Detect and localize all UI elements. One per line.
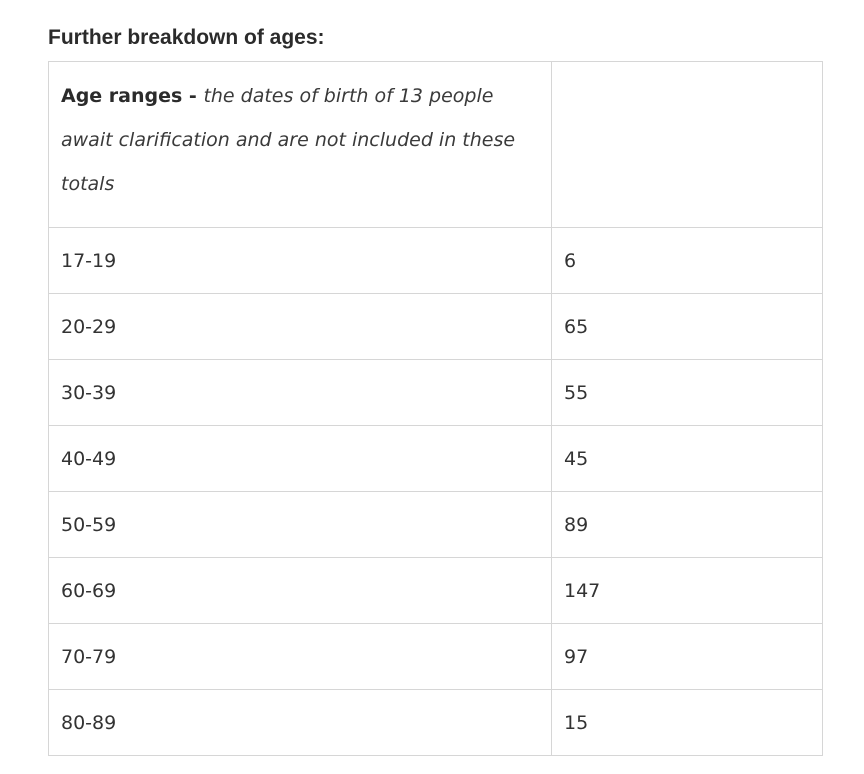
table-row: 50-59 89 [48, 491, 823, 558]
count-cell: 65 [551, 293, 823, 360]
count-cell: 6 [551, 227, 823, 294]
age-range-cell: 70-79 [48, 623, 552, 690]
header-note-text: the dates of birth of 13 people await cl… [61, 85, 516, 195]
table-row: 80-89 15 [48, 689, 823, 756]
table-row: 30-39 55 [48, 359, 823, 426]
table-header-row: Age ranges - the dates of birth of 13 pe… [48, 61, 823, 228]
count-cell: 15 [551, 689, 823, 756]
count-cell: 45 [551, 425, 823, 492]
header-cell-age-ranges: Age ranges - the dates of birth of 13 pe… [48, 61, 552, 228]
age-range-cell: 60-69 [48, 557, 552, 624]
count-cell: 147 [551, 557, 823, 624]
table-row: 40-49 45 [48, 425, 823, 492]
age-range-cell: 17-19 [48, 227, 552, 294]
count-cell: 89 [551, 491, 823, 558]
age-range-cell: 50-59 [48, 491, 552, 558]
header-lead-text: Age ranges - [61, 85, 204, 107]
count-cell: 97 [551, 623, 823, 690]
page-heading: Further breakdown of ages: [48, 26, 325, 49]
age-range-cell: 80-89 [48, 689, 552, 756]
table-row: 70-79 97 [48, 623, 823, 690]
count-cell: 55 [551, 359, 823, 426]
age-range-cell: 20-29 [48, 293, 552, 360]
table-row: 60-69 147 [48, 557, 823, 624]
table-row: 17-19 6 [48, 227, 823, 294]
header-cell-empty [551, 61, 823, 228]
age-range-cell: 40-49 [48, 425, 552, 492]
table-row: 20-29 65 [48, 293, 823, 360]
age-breakdown-table: Age ranges - the dates of birth of 13 pe… [48, 61, 823, 756]
age-range-cell: 30-39 [48, 359, 552, 426]
